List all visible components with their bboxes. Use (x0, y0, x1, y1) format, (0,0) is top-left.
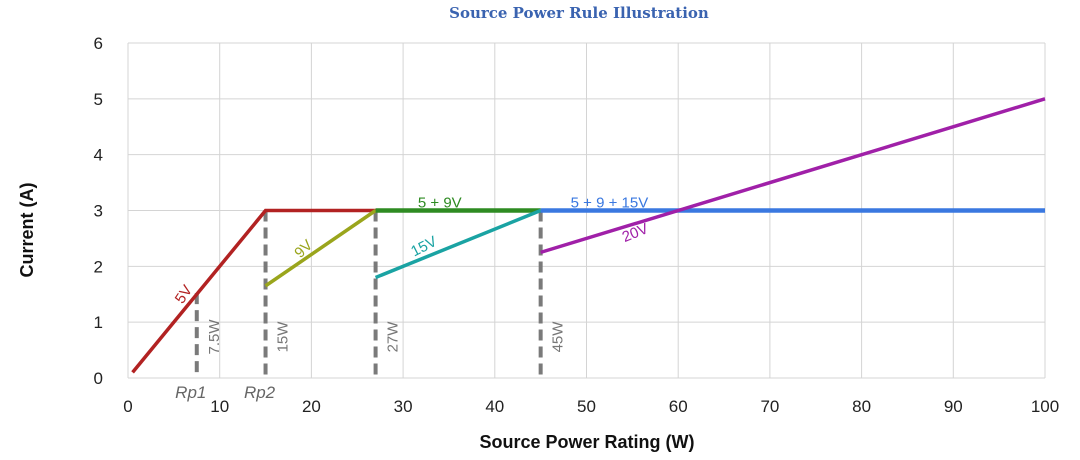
x-tick-label: 70 (760, 397, 779, 416)
y-tick-label: 2 (94, 257, 103, 276)
series-label-3: 5 + 9V (418, 195, 462, 212)
y-tick-label: 1 (94, 313, 103, 332)
series-line-6 (540, 97, 1046, 255)
threshold-marker-label: 7.5W (206, 319, 223, 355)
x-tick-label: 10 (210, 397, 229, 416)
chart-series-lines (131, 97, 1046, 374)
y-tick-label: 0 (94, 369, 103, 388)
x-tick-label: 50 (577, 397, 596, 416)
x-tick-label: 0 (123, 397, 132, 416)
y-tick-label: 5 (94, 90, 103, 109)
series-line-2 (264, 209, 377, 288)
series-label-2: 9V (291, 237, 316, 262)
threshold-marker-label: 45W (550, 321, 567, 353)
x-axis-label: Source Power Rating (W) (479, 432, 694, 452)
series-label-6: 20V (620, 220, 651, 246)
series-line-4 (374, 208, 542, 280)
y-tick-label: 3 (94, 202, 103, 221)
threshold-marker-sublabel: Rp2 (244, 383, 276, 402)
x-tick-label: 60 (669, 397, 688, 416)
x-axis-ticks: 0 10 20 30 40 50 60 70 80 90 100 (123, 397, 1059, 416)
threshold-marker-label: 15W (275, 321, 292, 353)
y-tick-label: 4 (94, 146, 103, 165)
x-tick-label: 100 (1031, 397, 1059, 416)
y-axis-label: Current (A) (17, 183, 37, 278)
series-line-1 (131, 208, 376, 374)
x-tick-label: 30 (394, 397, 413, 416)
threshold-marker-label: 27W (385, 321, 402, 353)
y-axis-ticks: 0 1 2 3 4 5 6 (94, 34, 103, 388)
chart-title: Source Power Rule Illustration (449, 4, 709, 22)
power-threshold-markers: 7.5W Rp1 15W Rp2 27W 45W (175, 210, 567, 402)
series-label-5: 5 + 9 + 15V (571, 195, 649, 212)
x-tick-label: 80 (852, 397, 871, 416)
y-tick-label: 6 (94, 34, 103, 53)
x-tick-label: 40 (485, 397, 504, 416)
x-tick-label: 20 (302, 397, 321, 416)
x-tick-label: 90 (944, 397, 963, 416)
threshold-marker-sublabel: Rp1 (175, 383, 206, 402)
series-label-1: 5V (172, 282, 196, 307)
